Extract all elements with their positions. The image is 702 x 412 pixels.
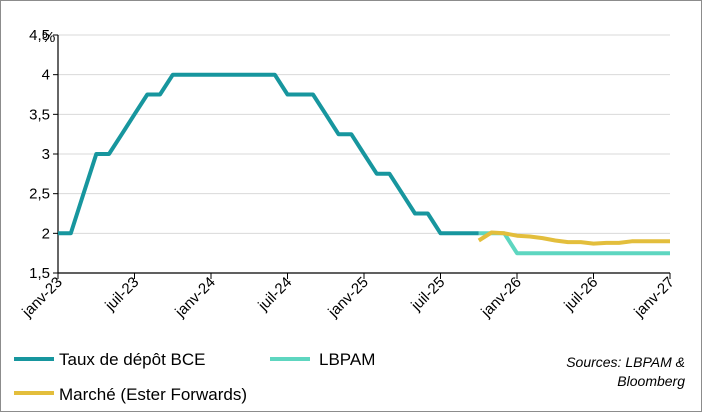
x-tick-label-2: janv-24 (171, 274, 219, 322)
y-tick-label-4: 3,5 (29, 106, 50, 123)
series-line-0 (58, 72, 479, 236)
x-tick-label-6: janv-26 (477, 274, 525, 322)
x-tick-label-1: juil-23 (101, 274, 142, 315)
y-tick-label-2: 2,5 (29, 186, 50, 203)
legend-label-market: Marché (Ester Forwards) (59, 385, 247, 404)
y-axis-ticks: 1,5 2 2,5 3 3,5 4 4,5 (29, 27, 58, 282)
source-line-2: Bloomberg (617, 373, 685, 389)
x-tick-label-8: janv-27 (630, 274, 678, 322)
x-tick-label-3: juil-24 (254, 274, 295, 315)
y-tick-label-3: 3 (42, 146, 50, 163)
x-tick-label-5: juil-25 (407, 274, 448, 315)
y-tick-label-5: 4 (42, 67, 50, 84)
legend-label-lbpam: LBPAM (319, 350, 375, 369)
legend: Taux de dépôt BCE LBPAM Marché (Ester Fo… (14, 350, 375, 404)
series-line-2 (477, 230, 670, 246)
x-tick-label-7: juil-26 (560, 274, 601, 315)
y-tick-label-0: 1,5 (29, 265, 50, 282)
y-tick-label-1: 2 (42, 225, 50, 242)
legend-label-bce: Taux de dépôt BCE (59, 350, 205, 369)
series-lines (58, 72, 670, 256)
source-line-1: Sources: LBPAM & (566, 354, 685, 370)
y-axis-label: % (42, 29, 55, 46)
x-axis-ticks: janv-23 juil-23 janv-24 juil-24 janv-25 juil-… (18, 273, 678, 321)
x-tick-label-4: janv-25 (324, 274, 372, 322)
gridlines (58, 34, 670, 234)
y-tick-label-6: 4,5 (29, 27, 50, 44)
